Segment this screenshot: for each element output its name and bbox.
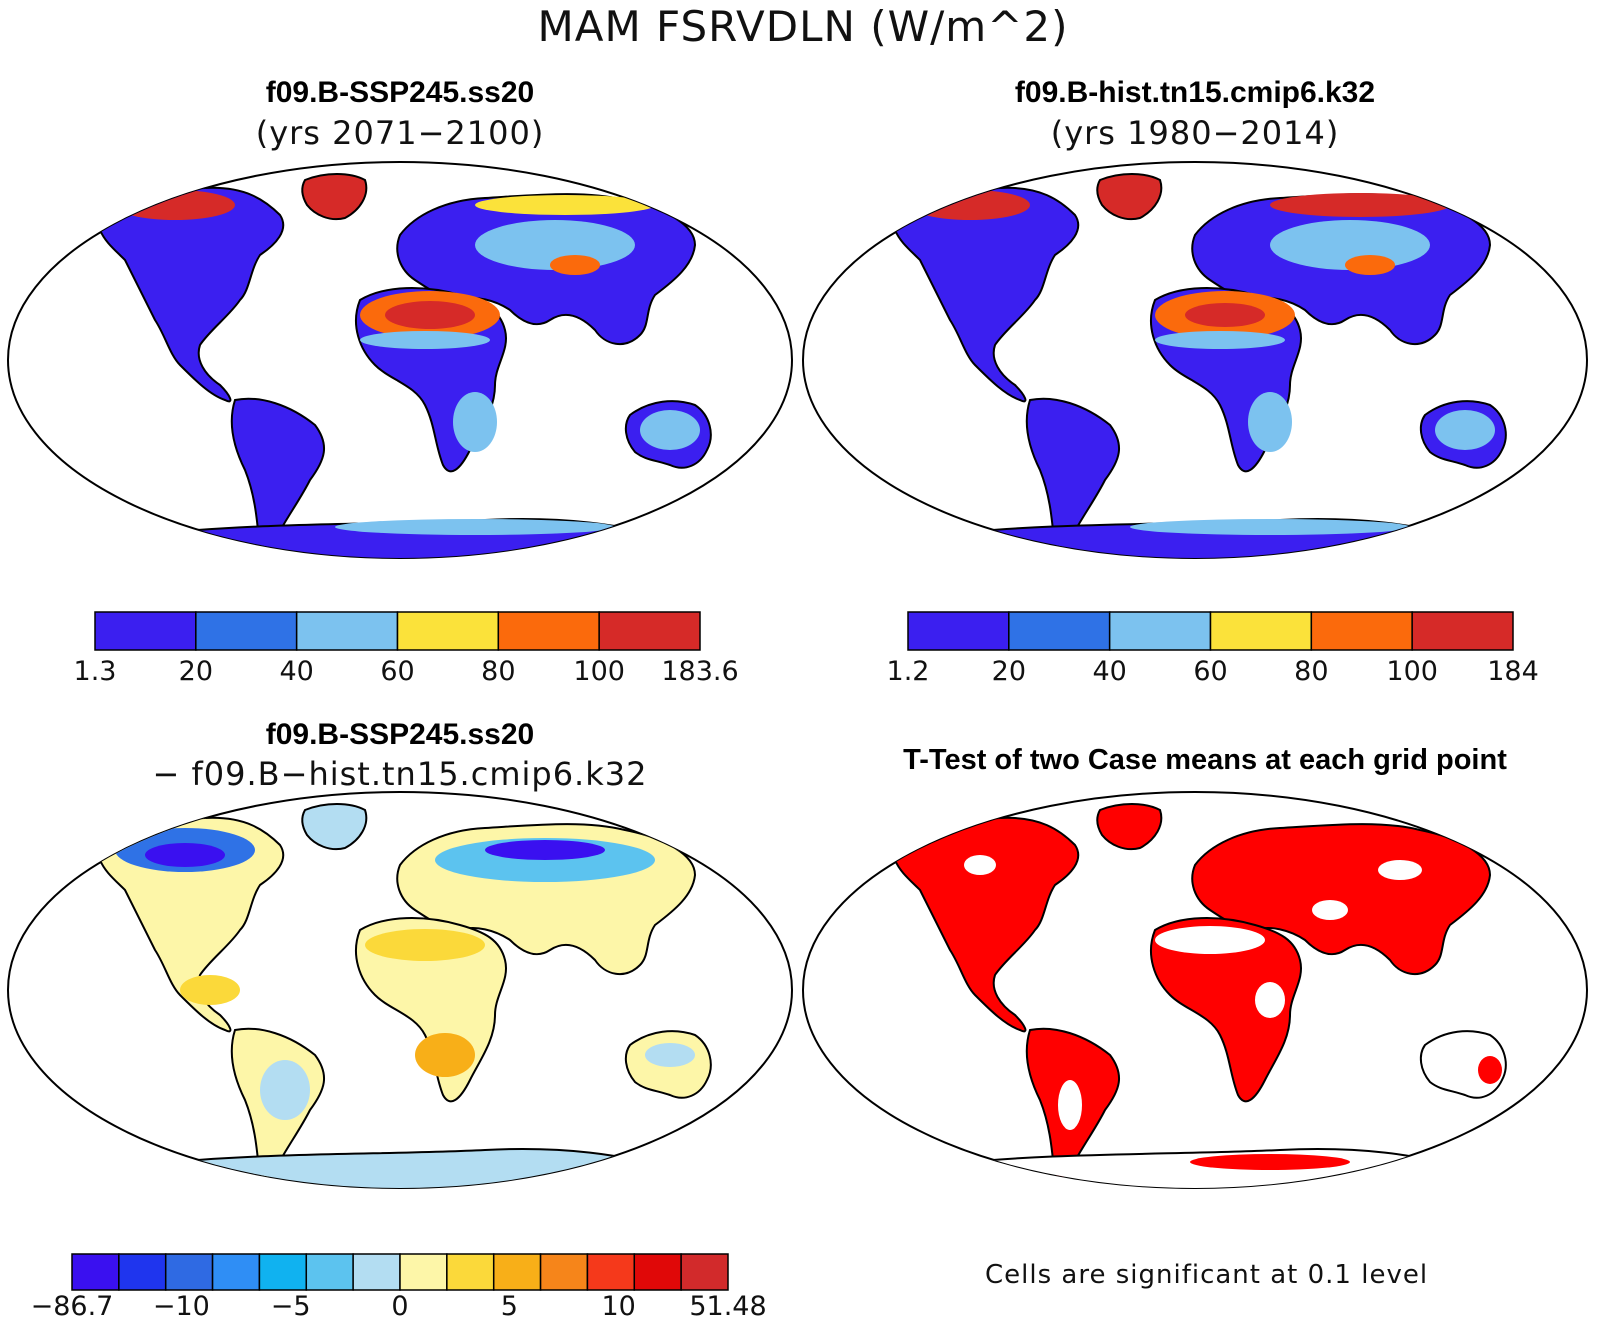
figure-title: MAM FSRVDLN (W/m^2) [537,2,1069,51]
colorbar-tick-label: 1.3 [74,656,117,687]
colorbar-box [492,1253,542,1291]
colorbar-tick-label: 10 [601,1291,635,1322]
panel-difference-title: f09.B-SSP245.ss20 [265,718,535,751]
panel-control-title: f09.B-hist.tn15.cmip6.k32 [1014,76,1376,109]
colorbar-tick-label: −86.7 [31,1291,114,1322]
colorbar-control: 1.2 20 40 60 80 100 184 [887,611,1539,687]
map-difference [7,791,793,1189]
colorbar-tick-label: 40 [1092,656,1126,687]
colorbar-box [164,1253,214,1291]
colorbar-box [195,611,298,651]
colorbar-tick-label: 183.6 [661,656,738,687]
colorbar-box [94,611,197,651]
colorbar-tick-label: 80 [481,656,515,687]
map-ttest [802,791,1588,1189]
colorbar-box [305,1253,354,1291]
colorbar-tick-label: 60 [380,656,414,687]
colorbar-tick-label: 80 [1294,656,1328,687]
colorbar-tick-label: −5 [271,1291,311,1322]
colorbar-box [352,1253,401,1291]
colorbar-box [446,1253,495,1291]
colorbar-box [211,1253,261,1291]
colorbar-box [586,1253,636,1291]
colorbar-tick-label: 51.48 [689,1291,766,1322]
significance-note: Cells are significant at 0.1 level [985,1260,1429,1290]
colorbar-tick-label: 60 [1193,656,1227,687]
colorbar-tick-label: 5 [501,1291,518,1322]
colorbar-box [633,1253,682,1291]
colorbar-box [1008,611,1111,651]
colorbar-tick-label: −10 [153,1291,210,1322]
panel-ttest-title: T-Test of two Case means at each grid po… [903,744,1507,776]
colorbar-tick-label: 184 [1487,656,1539,687]
colorbar-tick-label: 0 [391,1291,408,1322]
colorbar-tick-label: 40 [279,656,313,687]
colorbar-box [1310,611,1413,651]
colorbar-box [598,611,701,651]
colorbar-box [295,611,399,651]
panel-case-subtitle: (yrs 2071−2100) [255,114,545,152]
colorbar-box [907,611,1010,651]
colorbar-difference: −86.7 −10 −5 0 5 10 51.48 [31,1253,767,1322]
colorbar-box [1411,611,1514,651]
colorbar-box [258,1253,308,1291]
panel-control-subtitle: (yrs 1980−2014) [1050,114,1340,152]
colorbar-box [399,1253,448,1291]
colorbar-box [680,1253,729,1291]
colorbar-box [71,1253,120,1291]
colorbar-box [396,611,500,651]
colorbar-tick-label: 20 [179,656,213,687]
colorbar-tick-label: 20 [992,656,1026,687]
map-case [7,161,793,559]
colorbar-box [118,1253,167,1291]
colorbar-box [497,611,600,651]
colorbar-box [1209,611,1313,651]
colorbar-tick-label: 100 [1386,656,1438,687]
colorbar-box [539,1253,589,1291]
colorbar-tick-label: 1.2 [887,656,930,687]
colorbar-case: 1.3 20 40 60 80 100 183.6 [74,611,739,687]
panel-difference-subtitle: − f09.B−hist.tn15.cmip6.k32 [152,755,648,793]
map-control [802,161,1588,559]
colorbar-tick-label: 100 [573,656,625,687]
colorbar-box [1108,611,1212,651]
panel-case-title: f09.B-SSP245.ss20 [265,76,535,109]
